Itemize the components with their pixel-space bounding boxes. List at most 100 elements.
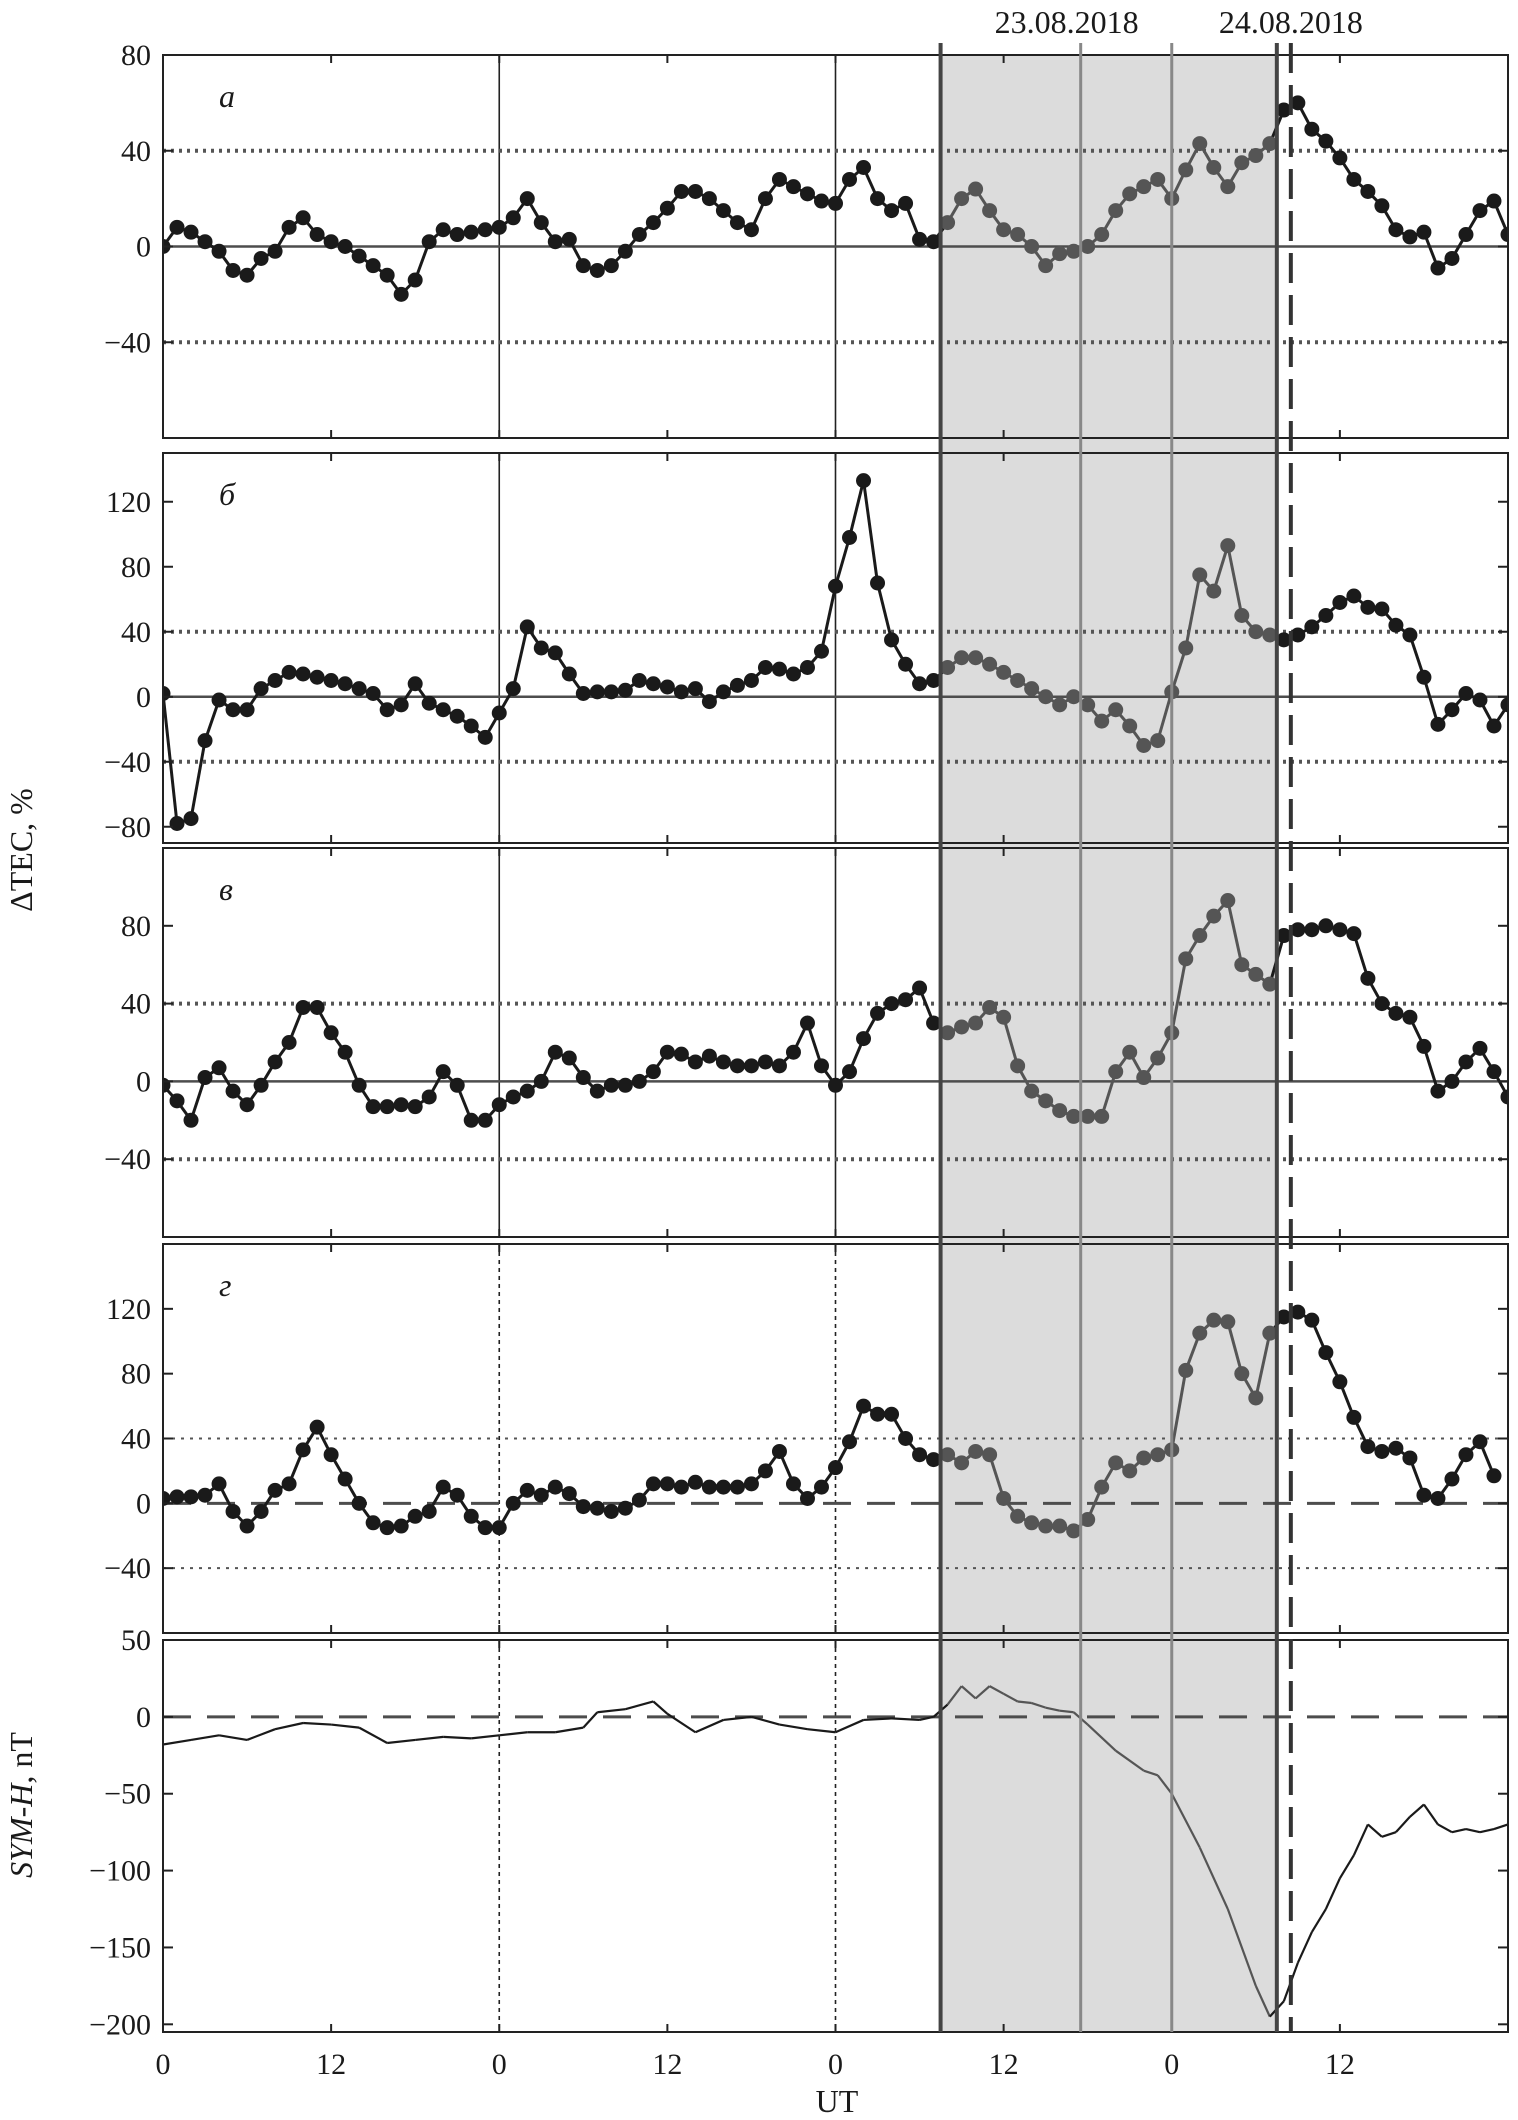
- data-point: [673, 684, 689, 700]
- data-point: [239, 267, 255, 283]
- y-tick-label: 80: [121, 1358, 151, 1391]
- data-point: [449, 1077, 465, 1093]
- data-point: [421, 695, 437, 711]
- data-point: [547, 645, 563, 661]
- data-point: [393, 286, 409, 302]
- data-point: [463, 1112, 479, 1128]
- data-point: [926, 673, 942, 688]
- series-segment: [1395, 1816, 1411, 1833]
- series-segment: [946, 1685, 963, 1706]
- data-point: [1220, 538, 1236, 554]
- data-point: [912, 231, 928, 247]
- data-point: [715, 684, 731, 700]
- data-point: [281, 1035, 297, 1050]
- data-point: [491, 219, 507, 235]
- data-point: [1290, 627, 1306, 643]
- y-tick-label: −40: [104, 746, 151, 779]
- data-point: [589, 1500, 605, 1516]
- data-point: [1108, 1064, 1124, 1080]
- series-segment: [1423, 1803, 1439, 1826]
- data-point: [211, 243, 227, 259]
- series-segment: [1143, 1769, 1159, 1777]
- series-segment: [443, 1735, 472, 1740]
- data-point: [631, 673, 647, 688]
- data-point: [940, 1025, 956, 1041]
- data-point: [1052, 697, 1068, 713]
- data-point: [1262, 627, 1278, 643]
- y-tick-label: 0: [136, 1701, 151, 1734]
- series-segment: [652, 1700, 669, 1715]
- data-point: [267, 673, 283, 688]
- data-point: [645, 676, 661, 692]
- data-point: [1346, 588, 1362, 604]
- data-point: [267, 1482, 283, 1498]
- data-point: [183, 224, 199, 240]
- data-point: [1276, 632, 1292, 648]
- data-point: [183, 811, 199, 827]
- panel-a: −40 0 40 80 а: [104, 39, 1509, 439]
- series-segment: [835, 1718, 864, 1734]
- data-point: [281, 664, 297, 680]
- series-segment: [694, 1718, 724, 1734]
- series-segment: [1003, 1692, 1019, 1703]
- data-point: [1486, 718, 1502, 734]
- y-tick-label: −80: [104, 811, 151, 844]
- date-labels: 23.08.2018 24.08.2018: [995, 4, 1363, 40]
- data-point: [954, 1019, 970, 1035]
- data-point: [687, 183, 703, 199]
- data-point: [1108, 203, 1124, 219]
- data-point: [743, 673, 759, 688]
- data-point: [323, 234, 339, 250]
- data-point: [1038, 1093, 1054, 1109]
- panel-symh: −200 −150 −100 −50 0 50: [89, 1624, 1509, 2041]
- series-segment: [189, 740, 207, 819]
- data-point: [701, 694, 717, 710]
- data-point: [547, 1044, 563, 1060]
- series-segment: [876, 582, 893, 641]
- data-point: [393, 697, 409, 713]
- data-point: [1304, 922, 1320, 938]
- data-point: [519, 1083, 535, 1099]
- data-point: [659, 200, 675, 216]
- series-group: [163, 473, 1508, 831]
- data-point: [1360, 970, 1376, 986]
- data-point: [617, 682, 633, 698]
- data-point: [1122, 1044, 1138, 1060]
- series-segment: [555, 1726, 584, 1734]
- data-point: [211, 1060, 227, 1076]
- data-point: [1388, 1005, 1404, 1021]
- series-segment: [1451, 1828, 1467, 1834]
- data-point: [645, 1476, 661, 1492]
- data-point: [1220, 1314, 1236, 1330]
- data-point: [1290, 922, 1306, 938]
- x-tick-label: 12: [652, 2048, 682, 2081]
- data-point: [856, 1031, 872, 1047]
- data-point: [1248, 148, 1264, 164]
- data-point: [1430, 260, 1446, 276]
- data-point: [589, 684, 605, 700]
- data-point: [1402, 627, 1418, 643]
- data-point: [1052, 1103, 1068, 1119]
- data-point: [1136, 1070, 1152, 1086]
- data-point: [225, 1503, 241, 1519]
- data-point: [1416, 224, 1432, 240]
- data-point: [163, 1490, 171, 1506]
- data-point: [785, 1476, 801, 1492]
- x-axis: 0 12 0 12 0 12 0 12: [156, 2048, 1355, 2081]
- data-point: [799, 660, 815, 675]
- series-segment: [1170, 1793, 1201, 1849]
- data-point: [687, 681, 703, 697]
- data-point: [645, 1064, 661, 1080]
- data-point: [996, 222, 1012, 238]
- data-point: [659, 679, 675, 695]
- data-point: [870, 1005, 886, 1021]
- data-point: [1430, 716, 1446, 732]
- panel-letter: б: [219, 476, 236, 512]
- data-point: [743, 1476, 759, 1492]
- data-point: [884, 996, 900, 1012]
- data-point: [435, 702, 451, 718]
- data-point: [813, 643, 829, 659]
- data-point: [1276, 102, 1292, 118]
- series-segment: [218, 1734, 248, 1742]
- series-segment: [960, 1685, 977, 1700]
